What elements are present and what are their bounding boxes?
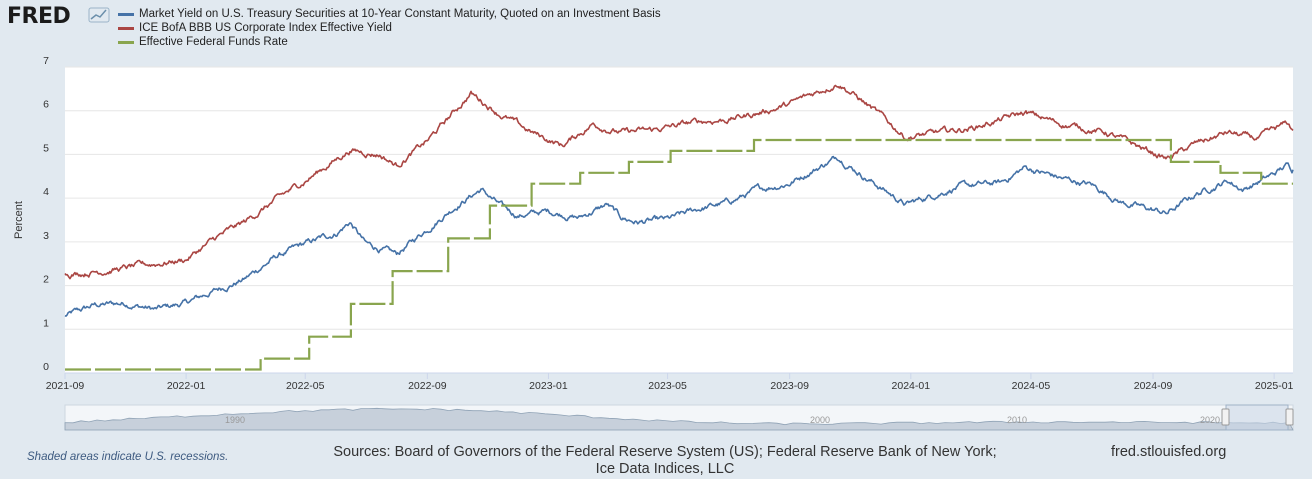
plot-area (65, 67, 1293, 373)
series-line-treasury-10y[interactable] (64, 155, 1294, 317)
legend-swatch-treasury (118, 12, 134, 16)
legend-item-treasury[interactable]: Market Yield on U.S. Treasury Securities… (118, 7, 661, 21)
y-axis: 0 1 2 3 4 5 6 7 (43, 55, 49, 373)
navigator-year-label: 2020 (1200, 415, 1220, 425)
y-tick-label: 4 (43, 186, 49, 198)
x-tick-label: 2024-05 (1012, 380, 1051, 392)
legend-item-bbb[interactable]: ICE BofA BBB US Corporate Index Effectiv… (118, 21, 661, 35)
legend-swatch-bbb (118, 26, 134, 30)
y-tick-label: 6 (43, 99, 49, 111)
recession-note: Shaded areas indicate U.S. recessions. (27, 451, 229, 463)
x-tick-label: 2022-05 (286, 380, 325, 392)
navigator-handle-left[interactable] (1221, 408, 1230, 426)
y-tick-label: 7 (43, 55, 49, 67)
fred-url-link[interactable]: fred.stlouisfed.org (1111, 444, 1227, 460)
navigator-year-label: 1990 (225, 415, 245, 425)
y-tick-label: 2 (43, 274, 49, 286)
navigator-year-label: 2010 (1007, 415, 1027, 425)
fred-graph-icon (88, 7, 110, 23)
x-axis: 2021-09 2022-01 2022-05 2022-09 2023-01 2023-… (46, 372, 1294, 392)
series-line-fed-funds[interactable] (65, 138, 1293, 371)
range-navigator[interactable]: 1990 2000 2010 2020 (64, 404, 1294, 431)
x-tick-label: 2022-09 (408, 380, 447, 392)
legend-label-treasury: Market Yield on U.S. Treasury Securities… (139, 8, 661, 20)
fred-logo[interactable]: FRED (7, 4, 71, 29)
legend-label-bbb: ICE BofA BBB US Corporate Index Effectiv… (139, 22, 392, 34)
x-tick-label: 2023-05 (648, 380, 687, 392)
series-line-bbb-yield[interactable] (64, 84, 1294, 280)
y-tick-label: 3 (43, 230, 49, 242)
gridlines (65, 66, 1293, 330)
navigator-handle-right[interactable] (1285, 408, 1294, 426)
x-tick-label: 2022-01 (167, 380, 206, 392)
x-tick-label: 2025-01 (1255, 380, 1294, 392)
x-tick-label: 2024-01 (892, 380, 931, 392)
navigator-series-area (64, 407, 1294, 431)
y-tick-label: 5 (43, 142, 49, 154)
x-tick-label: 2021-09 (46, 380, 85, 392)
navigator-labels: 1990 2000 2010 2020 (225, 415, 1220, 425)
legend-label-fedfunds: Effective Federal Funds Rate (139, 36, 288, 48)
x-tick-label: 2023-01 (529, 380, 568, 392)
navigator-year-label: 2000 (810, 415, 830, 425)
x-tick-label: 2024-09 (1134, 380, 1173, 392)
y-axis-label: Percent (13, 201, 25, 239)
legend-swatch-fedfunds (118, 40, 134, 44)
y-tick-label: 0 (43, 361, 49, 373)
y-tick-label: 1 (43, 317, 49, 329)
chart-header: FRED Market Yield on U.S. Treasury Secur… (0, 0, 1312, 58)
series-lines (64, 84, 1294, 371)
sources-text: Sources: Board of Governors of the Feder… (333, 444, 997, 477)
legend-item-fedfunds[interactable]: Effective Federal Funds Rate (118, 35, 661, 49)
x-tick-label: 2023-09 (770, 380, 809, 392)
chart-legend: Market Yield on U.S. Treasury Securities… (118, 7, 661, 49)
navigator-selection[interactable] (1225, 404, 1289, 431)
